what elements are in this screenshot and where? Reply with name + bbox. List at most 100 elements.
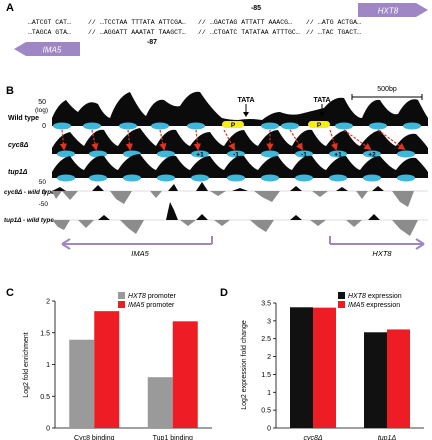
y-label-zero: 0 xyxy=(42,123,46,130)
top-seq-2: …TCCTAA TTTATA ATTCGA… xyxy=(100,19,186,26)
chart_d-bar-1-0 xyxy=(364,332,387,428)
bottom-seq-1: …TAGCA GTA… xyxy=(28,29,71,36)
promoter-1 xyxy=(222,121,244,128)
nuc-label-4: +1 xyxy=(334,152,342,159)
chart_c-bar-1-0 xyxy=(147,377,173,428)
nucleosome-position-labels: +1 -1 -1 +1 +2 xyxy=(196,152,376,159)
chart_d-ytick-label-2: 1 xyxy=(267,390,271,397)
chart_c-legend-label-0: HXT8 promoter xyxy=(128,293,177,300)
cyc8-nucleosomes xyxy=(57,150,415,158)
chart_d-ytick-label-1: 0.5 xyxy=(261,408,271,415)
bottom-break-1: // xyxy=(88,29,96,36)
chart-d: Log2 expression fold change 0 0.5 1 1.5 2 2.5… xyxy=(241,292,424,440)
panel-b-label: B xyxy=(6,85,14,97)
tata-label-1: TATA xyxy=(237,97,254,104)
hxt8-gene-label-b: HXT8 xyxy=(372,249,392,258)
top-break-1: // xyxy=(88,19,96,26)
promoter-2 xyxy=(308,121,330,128)
chart_c-legend-label-1: IMA5 promoter xyxy=(128,302,175,309)
chart_d-ytick-label-4: 2 xyxy=(267,354,271,361)
position-label-top: -85 xyxy=(251,5,261,12)
track-label-cyc8: cyc8Δ xyxy=(8,142,29,149)
panel-c-label: C xyxy=(6,287,14,299)
top-break-3: // xyxy=(306,19,314,26)
panel-d-label: D xyxy=(220,287,228,299)
wild-type-nucleosomes xyxy=(53,122,421,130)
track-label-tup1: tup1Δ xyxy=(8,169,28,176)
chart_c-ytick-label-3: 1.5 xyxy=(40,330,50,337)
hxt8-gene-label-a: HXT8 xyxy=(378,7,399,16)
chart_c-ytick-label-0: 0 xyxy=(46,426,50,433)
chart-c: Log2 fold enrichment 0 0.5 1 1.5 2 Cyc8 bindi… xyxy=(23,292,212,440)
scale-bar: 500bp xyxy=(351,86,423,100)
bottom-seq-3: …CTGATC TATATAA ATTTGC… xyxy=(210,29,300,36)
chart_d-legend-label-1: IMA5 expression xyxy=(348,302,400,309)
chart_d-bar-0-0 xyxy=(290,307,313,428)
top-strand-sequence: …ATCGT CAT… // …TCCTAA TTTATA ATTCGA… //… xyxy=(28,19,361,26)
track-wild-type: P P TATA TATA xyxy=(52,91,428,130)
gene-track-panel-b: IMA5 HXT8 xyxy=(61,236,425,258)
chart_c-bar-1-1 xyxy=(172,321,198,428)
chart_d-category-label-1: tup1Δ xyxy=(378,435,397,440)
bottom-seq-2: …AGGATT AAATAT TAAGCT… xyxy=(100,29,186,36)
chart_c-bar-0-1 xyxy=(94,311,120,428)
nuc-label-2: -1 xyxy=(233,152,239,159)
promoter-label-2: P xyxy=(317,122,322,129)
top-seq-3: …GACTAG ATTATT AAACG… xyxy=(210,19,292,26)
ima5-gene-label-b: IMA5 xyxy=(131,249,149,258)
y-label-diff-50: 50 xyxy=(39,179,47,186)
y-label-diff-neg50: -50 xyxy=(39,201,49,208)
top-seq-1: …ATCGT CAT… xyxy=(28,19,71,26)
y-label-top: 50 xyxy=(38,99,46,106)
panel-a-label: A xyxy=(6,2,14,14)
chart_d-bar-0-1 xyxy=(313,307,336,428)
position-label-bottom: -87 xyxy=(147,39,157,46)
top-seq-4: …ATG ACTGA… xyxy=(318,19,361,26)
chart_c-ytick-label-1: 0.5 xyxy=(40,394,50,401)
nuc-label-5: +2 xyxy=(368,152,376,159)
chart_c-bar-0-0 xyxy=(69,339,95,428)
chart-d-ylabel: Log2 expression fold change xyxy=(241,320,248,410)
bottom-break-2: // xyxy=(198,29,206,36)
ima5-gene-label-a: IMA5 xyxy=(43,46,62,55)
track-label-wild-type: Wild type xyxy=(8,115,39,122)
track-tup1-minus-wt xyxy=(52,202,428,236)
chart_c-legend-swatch-1 xyxy=(118,301,125,308)
chart_d-legend-swatch-1 xyxy=(338,301,345,308)
chart_d-ytick-label-5: 2.5 xyxy=(261,336,271,343)
y-label-diff-0: 0 xyxy=(42,189,46,196)
chart_d-ytick-label-3: 1.5 xyxy=(261,372,271,379)
chart_d-ytick-label-7: 3.5 xyxy=(261,301,271,308)
chart_d-ytick-label-6: 3 xyxy=(267,318,271,325)
top-break-2: // xyxy=(198,19,206,26)
chart_d-ytick-label-0: 0 xyxy=(267,426,271,433)
chart_c-category-label-1: Tup1 binding xyxy=(153,435,193,440)
track-label-cyc8-minus-wt: cyc8Δ - wild type xyxy=(4,189,55,196)
chart-c-ylabel: Log2 fold enrichment xyxy=(23,332,30,397)
nuc-label-1: +1 xyxy=(196,152,204,159)
chart_c-category-label-0: Cyc8 binding xyxy=(74,435,115,440)
track-tup1 xyxy=(52,154,428,182)
hxt8-gene-arrow: HXT8 xyxy=(358,3,428,17)
chart_c-ytick-label-2: 1 xyxy=(46,362,50,369)
tup1-nucleosomes xyxy=(57,174,415,182)
promoter-label-1: P xyxy=(231,122,236,129)
chart_c-ytick-label-4: 2 xyxy=(46,299,50,306)
nucleosome-shift-arrows xyxy=(59,129,406,151)
nuc-label-3: -1 xyxy=(301,152,307,159)
track-cyc8-minus-wt xyxy=(52,182,428,207)
scale-bar-label: 500bp xyxy=(377,86,397,93)
ima5-gene-arrow: IMA5 xyxy=(14,42,80,56)
chart_d-legend-label-0: HXT8 expression xyxy=(348,293,402,300)
chart_c-legend-swatch-0 xyxy=(118,292,125,299)
bottom-seq-4: …TAC TGACT… xyxy=(318,29,361,36)
chart_d-legend-swatch-0 xyxy=(338,292,345,299)
track-label-tup1-minus-wt: tup1Δ - wild type xyxy=(4,217,54,224)
chart_d-bar-1-1 xyxy=(387,329,410,428)
chart_d-category-label-0: cyc8Δ xyxy=(303,435,322,440)
bottom-break-3: // xyxy=(306,29,314,36)
y-label-log: (log) xyxy=(35,107,48,114)
tata-label-2: TATA xyxy=(313,97,330,104)
bottom-strand-sequence: …TAGCA GTA… // …AGGATT AAATAT TAAGCT… //… xyxy=(28,29,361,36)
